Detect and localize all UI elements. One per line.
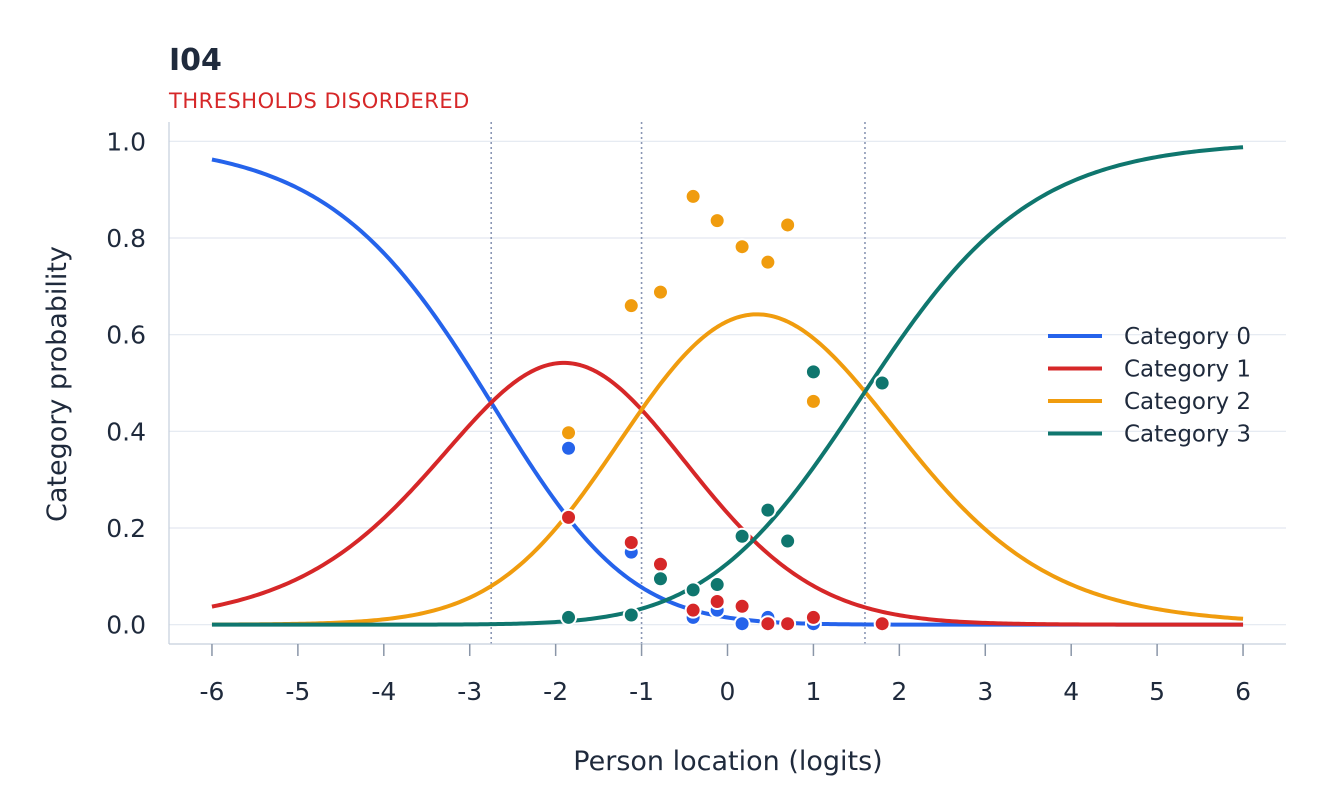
- legend-label-category-3: Category 3: [1124, 422, 1251, 448]
- legend-label-category-1: Category 1: [1124, 357, 1251, 383]
- x-tick-label: 4: [1063, 677, 1079, 706]
- point-category-3: [560, 608, 578, 626]
- legend: Category 0 Category 1 Category 2 Category 3: [1048, 324, 1251, 448]
- observed-points: [560, 187, 891, 633]
- point-category-1: [684, 601, 702, 619]
- point-category-0: [733, 615, 751, 633]
- point-category-2: [733, 238, 751, 256]
- legend-label-category-2: Category 2: [1124, 389, 1251, 415]
- point-category-3: [759, 501, 777, 519]
- x-tick-label: 6: [1235, 677, 1251, 706]
- curve-category-2: [211, 312, 1244, 627]
- point-category-3: [684, 581, 702, 599]
- chart-title: I04: [169, 43, 222, 78]
- x-tick-label: -3: [457, 677, 482, 706]
- point-category-0: [560, 439, 578, 457]
- x-tick-label: -2: [543, 677, 568, 706]
- curve-category-3: [211, 145, 1244, 627]
- point-category-3: [733, 527, 751, 545]
- x-tick-label: 1: [805, 677, 821, 706]
- legend-label-category-0: Category 0: [1124, 324, 1251, 350]
- x-axis-label: Person location (logits): [573, 746, 882, 777]
- x-tick-label: -6: [199, 677, 224, 706]
- x-tick-label: 2: [891, 677, 907, 706]
- y-tick-label: 0.6: [106, 321, 146, 350]
- point-category-1: [651, 555, 669, 573]
- point-category-1: [560, 508, 578, 526]
- point-category-1: [622, 534, 640, 551]
- point-category-3: [622, 606, 640, 624]
- y-tick-label: 0.2: [106, 514, 146, 543]
- y-axis-label: Category probability: [42, 246, 73, 522]
- point-category-1: [733, 597, 751, 615]
- x-tick-label: 3: [977, 677, 993, 706]
- chart-subtitle: THRESHOLDS DISORDERED: [168, 89, 470, 113]
- point-category-2: [804, 392, 822, 410]
- point-category-2: [651, 283, 669, 301]
- x-tick-label: -5: [285, 677, 310, 706]
- point-category-3: [651, 570, 669, 588]
- point-category-1: [779, 615, 797, 633]
- y-tick-label: 0.8: [106, 224, 146, 253]
- point-category-3: [779, 532, 797, 550]
- point-category-3: [804, 363, 822, 381]
- point-category-2: [560, 424, 578, 442]
- curve-category-0: [211, 157, 1244, 627]
- y-tick-label: 0.0: [106, 611, 146, 640]
- point-category-1: [708, 592, 726, 610]
- point-category-2: [708, 212, 726, 230]
- point-category-3: [708, 576, 726, 594]
- x-tick-label: -1: [629, 677, 654, 706]
- threshold-lines: [490, 122, 866, 644]
- point-category-2: [622, 297, 640, 315]
- point-category-1: [873, 615, 891, 633]
- point-category-3: [873, 374, 891, 392]
- point-category-2: [684, 187, 702, 205]
- x-tick-label: 0: [720, 677, 736, 706]
- y-tick-label: 0.4: [106, 417, 146, 446]
- point-category-2: [779, 216, 797, 234]
- x-tick-label: -4: [371, 677, 396, 706]
- axes: 0.0 0.2 0.4 0.6 0.8 1.0 -6 -5 -4 -3 -2 -1 0 1 2 3 4 5 6: [106, 122, 1286, 706]
- y-tick-label: 1.0: [106, 127, 146, 156]
- point-category-2: [759, 253, 777, 271]
- point-category-1: [804, 608, 822, 626]
- probability-curves: [211, 145, 1244, 627]
- curve-category-1: [211, 360, 1244, 627]
- x-tick-label: 5: [1149, 677, 1165, 706]
- point-category-1: [759, 615, 777, 633]
